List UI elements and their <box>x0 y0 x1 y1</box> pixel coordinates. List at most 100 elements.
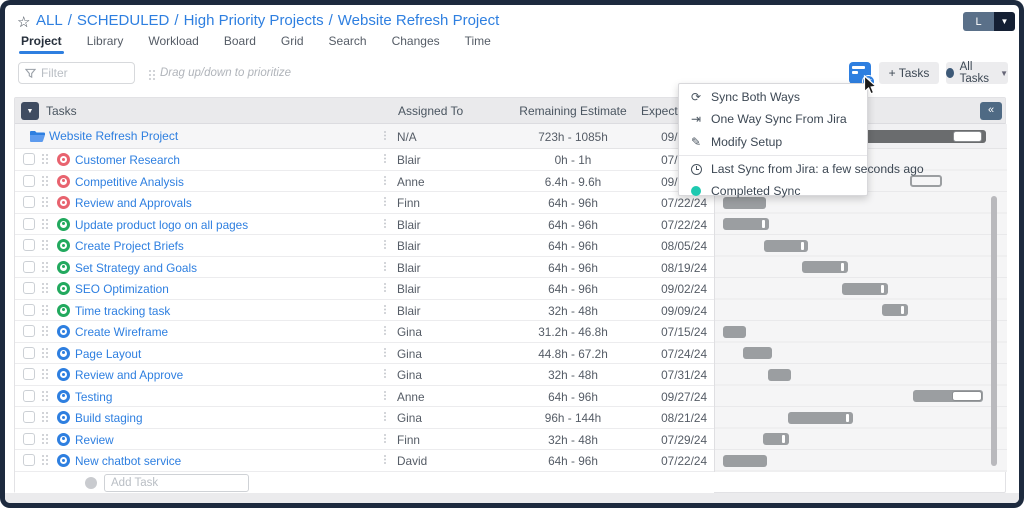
filter-field[interactable] <box>18 62 135 84</box>
gantt-bar[interactable] <box>842 282 888 295</box>
row-menu-icon[interactable] <box>384 433 387 444</box>
gantt-bar[interactable] <box>764 239 808 252</box>
all-tasks-filter-button[interactable]: All Tasks ▼ <box>946 61 1008 85</box>
row-menu-icon[interactable] <box>384 304 387 315</box>
task-link[interactable]: New chatbot service <box>75 454 182 468</box>
add-tasks-button[interactable]: + Tasks <box>879 62 939 84</box>
row-menu-icon[interactable] <box>384 369 387 379</box>
drag-handle-icon[interactable] <box>42 326 49 337</box>
gantt-bar[interactable] <box>910 175 942 188</box>
gantt-bar[interactable] <box>723 454 767 467</box>
row-checkbox[interactable] <box>23 432 35 445</box>
favorite-star-icon[interactable]: ☆ <box>17 14 31 31</box>
row-checkbox[interactable] <box>23 325 35 337</box>
row-checkbox[interactable] <box>23 303 35 316</box>
task-link[interactable]: Competitive Analysis <box>75 174 184 189</box>
tab-changes[interactable]: Changes <box>391 34 440 48</box>
tab-board[interactable]: Board <box>223 34 256 48</box>
task-link[interactable]: SEO Optimization <box>75 282 169 296</box>
row-menu-icon[interactable] <box>384 175 387 186</box>
row-checkbox[interactable] <box>23 196 35 208</box>
task-link[interactable]: Review and Approvals <box>75 196 192 210</box>
drag-handle-icon[interactable] <box>42 369 49 380</box>
gantt-bar[interactable] <box>802 261 848 274</box>
row-checkbox[interactable] <box>23 346 35 359</box>
menu-item-sync[interactable]: ⟳ Sync Both Ways <box>679 86 867 108</box>
row-menu-icon[interactable] <box>384 455 387 465</box>
row-menu-icon[interactable] <box>384 218 387 229</box>
gantt-bar[interactable] <box>882 304 908 317</box>
row-menu-icon[interactable] <box>384 326 387 336</box>
row-menu-icon[interactable] <box>384 412 387 422</box>
task-link[interactable]: Review and Approve <box>75 368 184 382</box>
row-checkbox[interactable] <box>23 174 35 187</box>
drag-handle-icon[interactable] <box>42 218 49 230</box>
tab-time[interactable]: Time <box>464 34 491 48</box>
drag-handle-icon[interactable] <box>42 283 49 294</box>
task-link[interactable]: Testing <box>75 389 113 404</box>
row-menu-icon[interactable] <box>384 240 387 250</box>
gantt-bar[interactable] <box>913 390 983 403</box>
tab-search[interactable]: Search <box>328 34 367 48</box>
row-menu-icon[interactable] <box>384 390 387 401</box>
drag-handle-icon[interactable] <box>42 455 49 466</box>
task-link[interactable]: Create Wireframe <box>75 325 169 339</box>
task-link[interactable]: Create Project Briefs <box>75 239 184 253</box>
user-menu-button[interactable]: L ▼ <box>963 12 1015 31</box>
tab-project[interactable]: Project <box>19 34 64 54</box>
row-menu-icon[interactable] <box>384 347 387 358</box>
task-link[interactable]: Set Strategy and Goals <box>75 260 197 275</box>
gantt-collapse-button[interactable]: « <box>980 102 1002 120</box>
gantt-scrollbar[interactable] <box>991 196 997 466</box>
row-checkbox[interactable] <box>23 282 35 294</box>
task-link[interactable]: Customer Research <box>75 153 180 167</box>
gantt-bar[interactable] <box>768 368 791 381</box>
tab-grid[interactable]: Grid <box>280 34 304 48</box>
gantt-bar[interactable] <box>763 433 789 446</box>
row-checkbox[interactable] <box>23 260 35 273</box>
drag-handle-icon[interactable] <box>42 347 49 359</box>
drag-handle-icon[interactable] <box>42 304 49 316</box>
breadcrumb-link[interactable]: SCHEDULED <box>76 12 170 29</box>
row-checkbox[interactable] <box>23 389 35 402</box>
breadcrumb-link[interactable]: High Priority Projects <box>183 12 324 29</box>
row-menu-icon[interactable] <box>384 154 387 164</box>
add-task-input[interactable] <box>104 473 249 492</box>
row-checkbox[interactable] <box>23 239 35 251</box>
row-checkbox[interactable] <box>23 217 35 230</box>
tab-library[interactable]: Library <box>86 34 124 48</box>
breadcrumb-link[interactable]: Website Refresh Project <box>337 12 500 29</box>
gantt-bar[interactable] <box>723 196 766 209</box>
row-checkbox[interactable] <box>23 368 35 380</box>
drag-handle-icon[interactable] <box>42 390 49 402</box>
drag-handle-icon[interactable] <box>42 154 49 165</box>
row-checkbox[interactable] <box>23 411 35 423</box>
tasks-collapse-button[interactable]: ▼ <box>21 102 39 120</box>
gantt-bar[interactable] <box>723 325 746 338</box>
filter-input[interactable] <box>41 66 121 80</box>
project-link[interactable]: Website Refresh Project <box>49 129 179 143</box>
gantt-bar[interactable] <box>788 411 853 424</box>
drag-handle-icon[interactable] <box>42 433 49 445</box>
jira-sync-button[interactable]: ⟳ <box>849 62 875 88</box>
row-menu-icon[interactable] <box>384 197 387 207</box>
gantt-bar[interactable] <box>723 218 769 231</box>
drag-handle-icon[interactable] <box>42 261 49 273</box>
drag-handle-icon[interactable] <box>42 197 49 208</box>
row-menu-icon[interactable] <box>384 261 387 272</box>
tab-workload[interactable]: Workload <box>148 34 199 48</box>
task-link[interactable]: Update product logo on all pages <box>75 217 249 232</box>
drag-handle-icon[interactable] <box>42 412 49 423</box>
row-checkbox[interactable] <box>23 454 35 466</box>
drag-handle-icon[interactable] <box>42 240 49 251</box>
row-checkbox[interactable] <box>23 153 35 165</box>
row-menu-icon[interactable] <box>384 131 387 141</box>
drag-handle-icon[interactable] <box>42 175 49 187</box>
task-link[interactable]: Build staging <box>75 411 143 425</box>
row-menu-icon[interactable] <box>384 283 387 293</box>
gantt-bar[interactable] <box>743 347 772 360</box>
menu-item-edit[interactable]: ✎ Modify Setup <box>679 131 867 153</box>
task-link[interactable]: Time tracking task <box>75 303 171 318</box>
menu-item-one-way[interactable]: ⇥ One Way Sync From Jira <box>679 108 867 130</box>
task-link[interactable]: Review <box>75 432 114 447</box>
